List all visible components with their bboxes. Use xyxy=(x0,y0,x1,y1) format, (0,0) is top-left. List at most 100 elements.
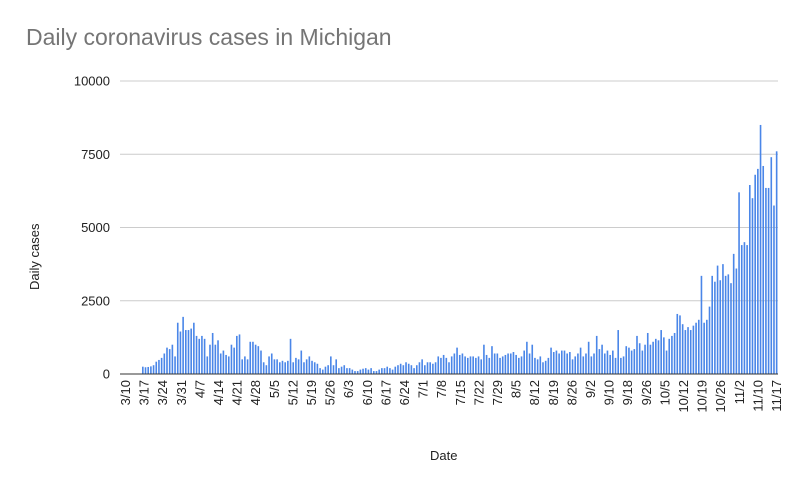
bar xyxy=(628,347,630,374)
bar xyxy=(211,332,214,374)
bar xyxy=(697,319,700,374)
bar xyxy=(370,368,372,374)
bar xyxy=(182,316,184,374)
y-tick-label: 0 xyxy=(103,367,110,382)
x-tick-label: 3/31 xyxy=(174,380,189,405)
bar xyxy=(410,365,413,374)
bar xyxy=(453,353,456,374)
bar xyxy=(504,354,507,374)
bar xyxy=(466,357,469,374)
bar xyxy=(166,347,168,374)
bar xyxy=(270,353,273,374)
x-tick-label: 10/26 xyxy=(713,380,728,413)
x-tick-label: 5/19 xyxy=(304,380,319,405)
bar xyxy=(751,198,754,374)
bar xyxy=(722,264,724,375)
x-tick-label: 10/19 xyxy=(695,380,710,413)
bar xyxy=(730,283,732,374)
bar xyxy=(295,357,297,374)
bar xyxy=(609,354,611,374)
bar xyxy=(574,356,577,374)
x-tick-label: 7/29 xyxy=(490,380,505,405)
bar xyxy=(496,353,499,374)
x-tick-label: 4/28 xyxy=(248,380,263,405)
bar xyxy=(711,275,713,374)
bar xyxy=(765,187,767,374)
bar xyxy=(716,265,719,374)
bar xyxy=(287,360,289,374)
bar xyxy=(501,356,504,374)
y-axis-label: Daily cases xyxy=(27,223,42,290)
bar xyxy=(759,124,762,374)
bar xyxy=(748,185,751,374)
bar xyxy=(440,357,442,374)
bar xyxy=(346,368,348,374)
bar xyxy=(590,356,593,374)
x-tick-label: 9/18 xyxy=(620,380,635,405)
bar xyxy=(770,157,773,374)
bar xyxy=(284,362,286,374)
bar xyxy=(515,354,517,374)
bar xyxy=(579,347,582,374)
bar xyxy=(671,335,673,374)
bar xyxy=(327,365,329,374)
bar xyxy=(281,360,284,374)
x-tick-label: 10/5 xyxy=(657,380,672,405)
x-tick-label: 3/24 xyxy=(155,380,170,405)
bar xyxy=(367,369,370,374)
bar xyxy=(665,350,668,374)
bar xyxy=(692,325,695,374)
x-tick-label: 9/26 xyxy=(639,380,654,405)
bar xyxy=(300,350,303,374)
bar xyxy=(681,324,684,374)
x-tick-label: 4/7 xyxy=(192,380,207,398)
bar xyxy=(313,362,316,374)
bar xyxy=(464,356,466,374)
bar xyxy=(614,357,617,374)
bar xyxy=(332,365,335,374)
bar xyxy=(397,365,399,374)
bar xyxy=(437,356,440,374)
bar xyxy=(442,354,445,374)
bar xyxy=(206,356,209,374)
bar xyxy=(236,335,238,374)
bar xyxy=(448,362,450,374)
bar xyxy=(762,165,765,374)
bar xyxy=(450,356,453,374)
x-tick-label: 5/5 xyxy=(267,380,282,398)
bar xyxy=(386,366,389,374)
bar xyxy=(399,363,402,374)
bar xyxy=(633,349,636,374)
bar xyxy=(612,350,614,374)
bar xyxy=(238,334,241,374)
bar xyxy=(587,341,590,374)
x-tick-label: 3/17 xyxy=(137,380,152,405)
x-tick-label: 11/2 xyxy=(732,380,747,404)
bar xyxy=(582,356,585,374)
bar xyxy=(644,344,646,374)
bar xyxy=(152,365,155,374)
bar xyxy=(308,356,311,374)
bar xyxy=(458,354,461,374)
x-tick-label: 6/24 xyxy=(397,380,412,405)
bar xyxy=(305,359,308,374)
bar xyxy=(534,357,536,374)
bar xyxy=(217,340,219,374)
bar xyxy=(289,338,292,374)
x-tick-label: 4/14 xyxy=(211,380,226,405)
bar xyxy=(214,344,217,374)
bar xyxy=(687,327,689,374)
bar xyxy=(472,356,474,374)
bar xyxy=(407,363,410,374)
bar xyxy=(652,341,654,374)
bar xyxy=(550,347,552,374)
bar xyxy=(147,366,149,374)
y-tick-label: 5000 xyxy=(81,220,110,235)
bar xyxy=(222,350,225,374)
bar xyxy=(679,315,681,374)
x-tick-label: 8/19 xyxy=(546,380,561,405)
bar xyxy=(203,338,206,374)
bar xyxy=(142,366,144,374)
bar xyxy=(593,353,595,374)
